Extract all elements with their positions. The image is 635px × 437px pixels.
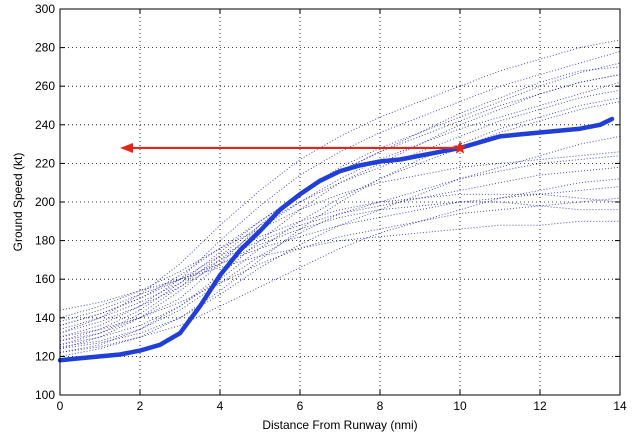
- y-axis-label: Ground Speed (kt): [11, 153, 25, 252]
- background-track-18: [59, 74, 621, 353]
- background-track-5: [59, 178, 621, 353]
- x-tick-label: 10: [453, 399, 467, 413]
- y-tick-label: 260: [35, 79, 55, 93]
- star-marker: [453, 141, 467, 154]
- x-tick-label: 0: [57, 399, 64, 413]
- background-track-1: [59, 51, 621, 338]
- y-tick-label: 120: [35, 349, 55, 363]
- x-axis-label: Distance From Runway (nmi): [262, 418, 417, 432]
- highlight-track-line: [57, 116, 615, 363]
- background-track-14: [59, 197, 621, 338]
- y-tick-label: 240: [35, 118, 55, 132]
- y-tick-label: 200: [35, 195, 55, 209]
- y-tick-label: 280: [35, 41, 55, 55]
- background-track-11: [59, 97, 621, 357]
- x-tick-label: 2: [137, 399, 144, 413]
- background-track-19: [59, 193, 621, 326]
- background-track-15: [59, 220, 620, 311]
- background-track-0: [59, 62, 621, 342]
- y-tick-label: 180: [35, 234, 55, 248]
- y-tick-label: 100: [35, 388, 55, 402]
- axis-ticks: 0 2 4 6 8 10 12 14 100 120 140 160 180 200 220 240 260 28…: [35, 2, 627, 413]
- arrow-head: [120, 142, 133, 153]
- x-tick-label: 8: [377, 399, 384, 413]
- background-track-10: [59, 166, 621, 330]
- x-tick-label: 6: [297, 399, 304, 413]
- background-track-16: [59, 81, 621, 350]
- background-track-8: [59, 151, 621, 319]
- background-track-3: [59, 135, 621, 350]
- y-tick-label: 300: [35, 2, 55, 16]
- background-track-9: [59, 66, 621, 342]
- y-tick-label: 140: [35, 311, 55, 325]
- y-tick-label: 220: [35, 156, 55, 170]
- highlight-series: [57, 116, 615, 363]
- x-tick-label: 14: [613, 399, 627, 413]
- background-track-7: [59, 155, 621, 348]
- annotations: [120, 141, 467, 154]
- background-track-17: [59, 201, 620, 334]
- y-tick-label: 160: [35, 272, 55, 286]
- x-tick-label: 12: [533, 399, 547, 413]
- background-track-13: [59, 89, 621, 346]
- x-tick-label: 4: [217, 399, 224, 413]
